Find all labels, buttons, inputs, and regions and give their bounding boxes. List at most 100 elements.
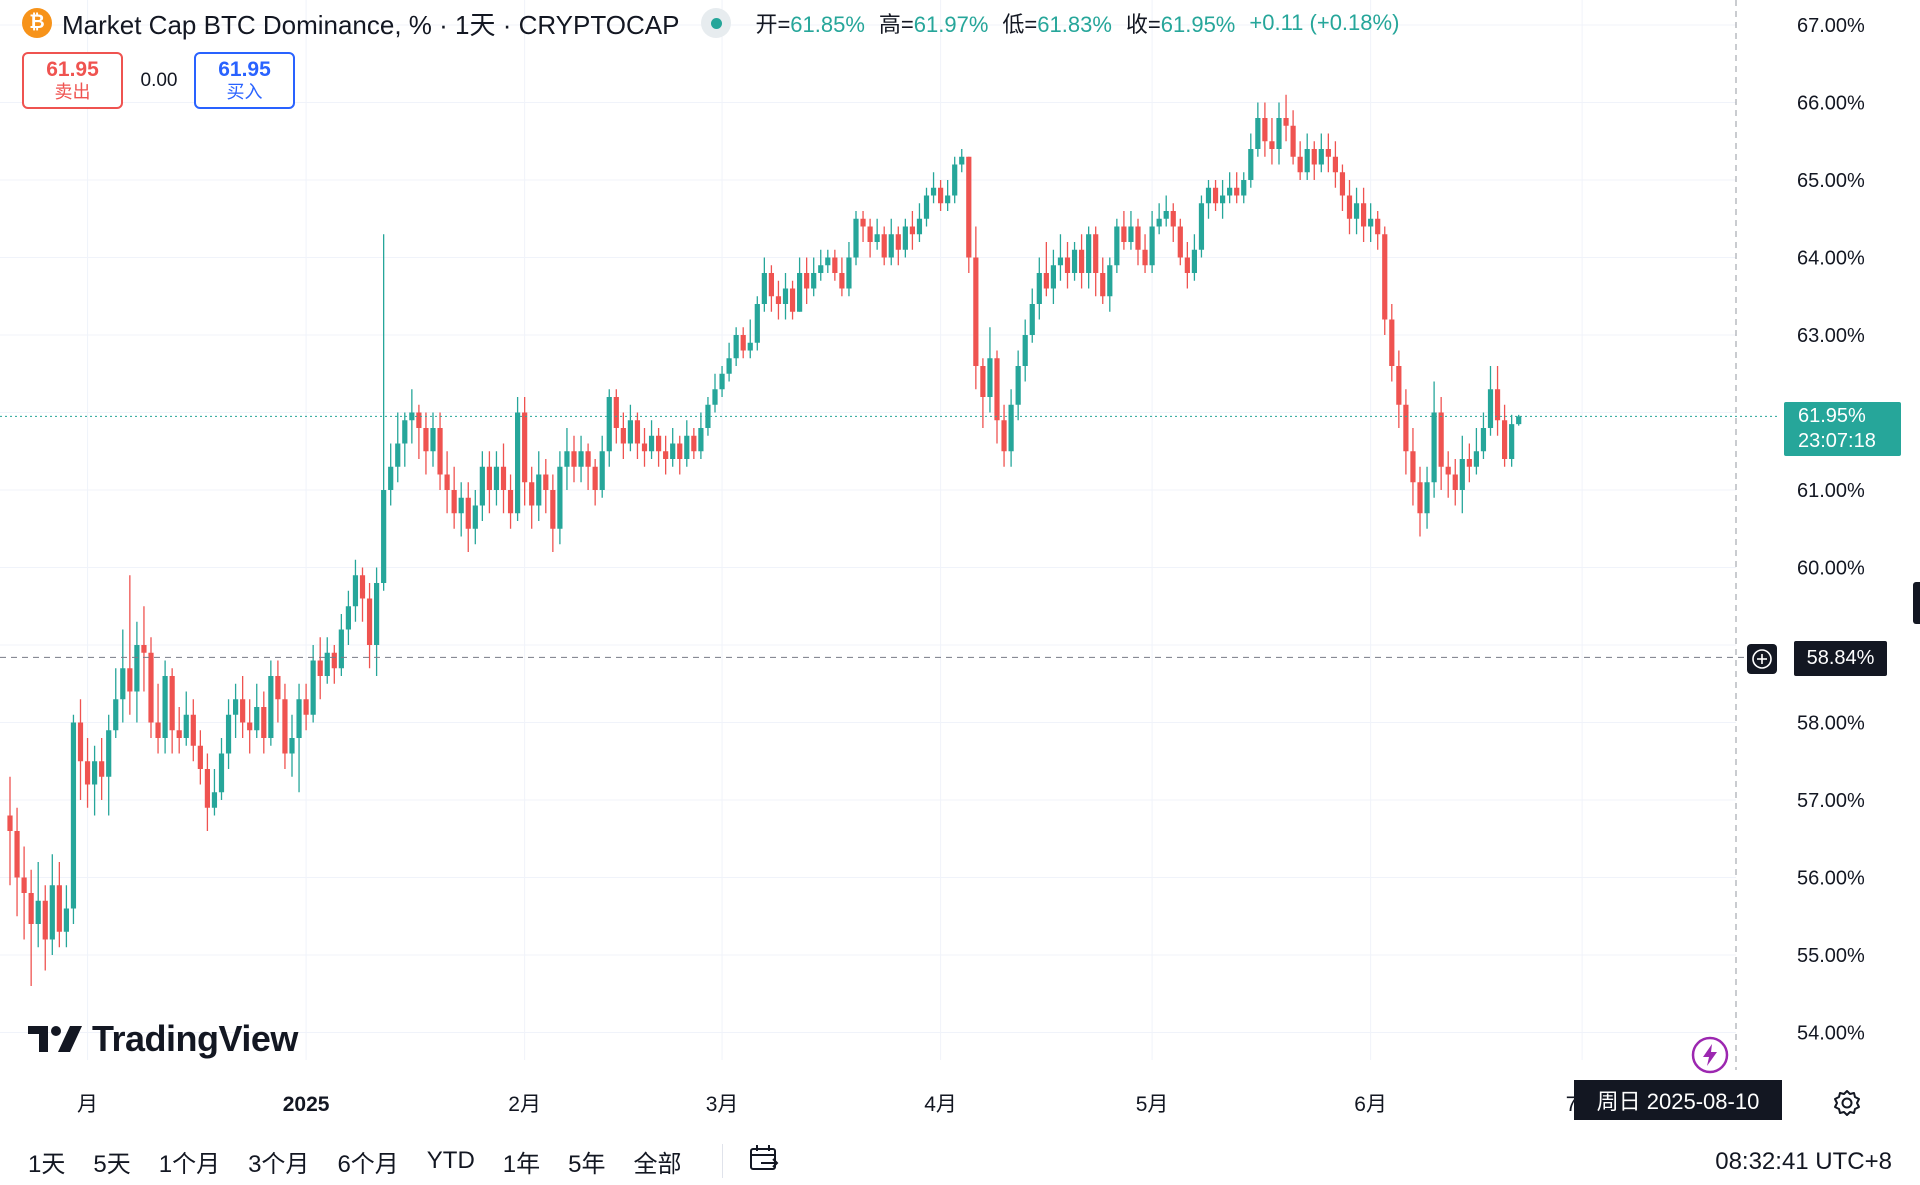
candle [77, 699, 84, 800]
candle [14, 807, 20, 917]
candle-body [1227, 187, 1233, 196]
candle-body [557, 466, 563, 529]
sell-button[interactable]: 61.95 卖出 [22, 52, 123, 109]
candle-body [656, 435, 662, 452]
range-5d-button[interactable]: 5天 [93, 1150, 131, 1178]
candle [218, 738, 225, 800]
candle [155, 683, 161, 754]
candle [1220, 180, 1226, 219]
calendar-goto-icon[interactable] [747, 1142, 781, 1181]
candle [599, 435, 605, 498]
candle [684, 420, 690, 467]
candle [176, 707, 182, 754]
candle-body [479, 466, 485, 506]
candle [1241, 172, 1247, 204]
candle [747, 319, 753, 359]
range-1d-button[interactable]: 1天 [28, 1150, 66, 1178]
candle [430, 412, 436, 467]
candle-body [1389, 319, 1395, 366]
candle-body [1241, 180, 1247, 196]
time-axis[interactable]: 月20252月3月4月5月6月7月 [77, 1093, 1598, 1116]
range-1y-button[interactable]: 1年 [502, 1150, 541, 1178]
candle-body [1093, 234, 1099, 273]
candle-body [345, 606, 351, 630]
candle-body [1191, 249, 1197, 273]
candle [1100, 257, 1106, 304]
candle-body [423, 428, 429, 452]
symbol-title[interactable]: Market Cap BTC Dominance, % · 1天 · CRYPT… [62, 9, 680, 40]
candle [1283, 94, 1289, 142]
candle-body [324, 652, 330, 676]
candle [1191, 234, 1197, 281]
candle-body [1304, 149, 1310, 173]
candle [225, 699, 232, 769]
candle [1361, 187, 1367, 242]
candle-body [183, 714, 189, 738]
range-3m-button[interactable]: 3个月 [248, 1150, 310, 1178]
high-value: 61.97% [913, 12, 989, 37]
candle [515, 397, 521, 521]
lightning-icon[interactable] [1691, 1036, 1729, 1079]
candle-body [543, 474, 549, 490]
range-6m-button[interactable]: 6个月 [337, 1150, 399, 1178]
candle [1184, 242, 1190, 289]
candle-body [1417, 482, 1423, 514]
candle-body [606, 397, 612, 452]
candle-body [1262, 118, 1268, 142]
candle [726, 342, 732, 382]
candle-body [1473, 451, 1479, 467]
candle-body [952, 164, 958, 196]
crosshair-date-tag: 周日 2025-08-10 [1574, 1080, 1782, 1120]
candle-body [916, 218, 923, 235]
candle [585, 443, 591, 490]
candle [148, 637, 154, 738]
candle-body [1142, 249, 1148, 266]
candle [1466, 443, 1472, 483]
range-1m-button[interactable]: 1个月 [158, 1150, 221, 1178]
range-all-button[interactable]: 全部 [633, 1150, 682, 1178]
candle [113, 668, 119, 738]
candle [1452, 459, 1458, 506]
candle [1156, 203, 1162, 235]
candle [141, 606, 147, 692]
candle-body [395, 443, 401, 467]
range-ytd-button[interactable]: YTD [426, 1147, 475, 1174]
price-axis[interactable]: 54.00% 55.00% 56.00% 57.00% 58.00% 60.00% 61.0… [1797, 15, 1865, 1045]
candle [190, 699, 196, 762]
candle-body [1248, 149, 1254, 180]
candle-body [648, 435, 655, 452]
candle [973, 226, 979, 390]
add-alert-plus-icon[interactable] [1747, 644, 1777, 674]
candle [930, 172, 937, 204]
utc-clock[interactable]: 08:32:41 UTC+8 [1715, 1148, 1892, 1175]
candle-body [28, 893, 34, 924]
candle [1346, 180, 1353, 235]
gear-icon[interactable] [1832, 1088, 1862, 1123]
candle [522, 397, 528, 506]
price-tick-label: 65.00% [1797, 170, 1865, 192]
candle [1001, 404, 1007, 467]
candle [994, 350, 1000, 444]
market-status-icon[interactable] [701, 8, 732, 38]
candle-body [1276, 118, 1282, 149]
candle-body [1480, 428, 1487, 452]
buy-button[interactable]: 61.95 买入 [194, 52, 295, 109]
candle-body [261, 707, 267, 738]
candle-body [42, 900, 48, 940]
candle [310, 645, 316, 723]
candle [578, 435, 584, 483]
candle [56, 862, 62, 948]
candle [1375, 211, 1381, 250]
candle [204, 753, 210, 831]
range-5y-button[interactable]: 5年 [568, 1150, 606, 1178]
candle [451, 466, 457, 529]
candle-body [987, 358, 993, 397]
candle-body [1255, 118, 1261, 149]
candle-body [761, 273, 767, 304]
candle-body [839, 273, 845, 289]
candle [1487, 366, 1494, 436]
candle-body [804, 273, 810, 289]
right-panel-handle[interactable] [1913, 582, 1920, 624]
candle [254, 683, 260, 738]
